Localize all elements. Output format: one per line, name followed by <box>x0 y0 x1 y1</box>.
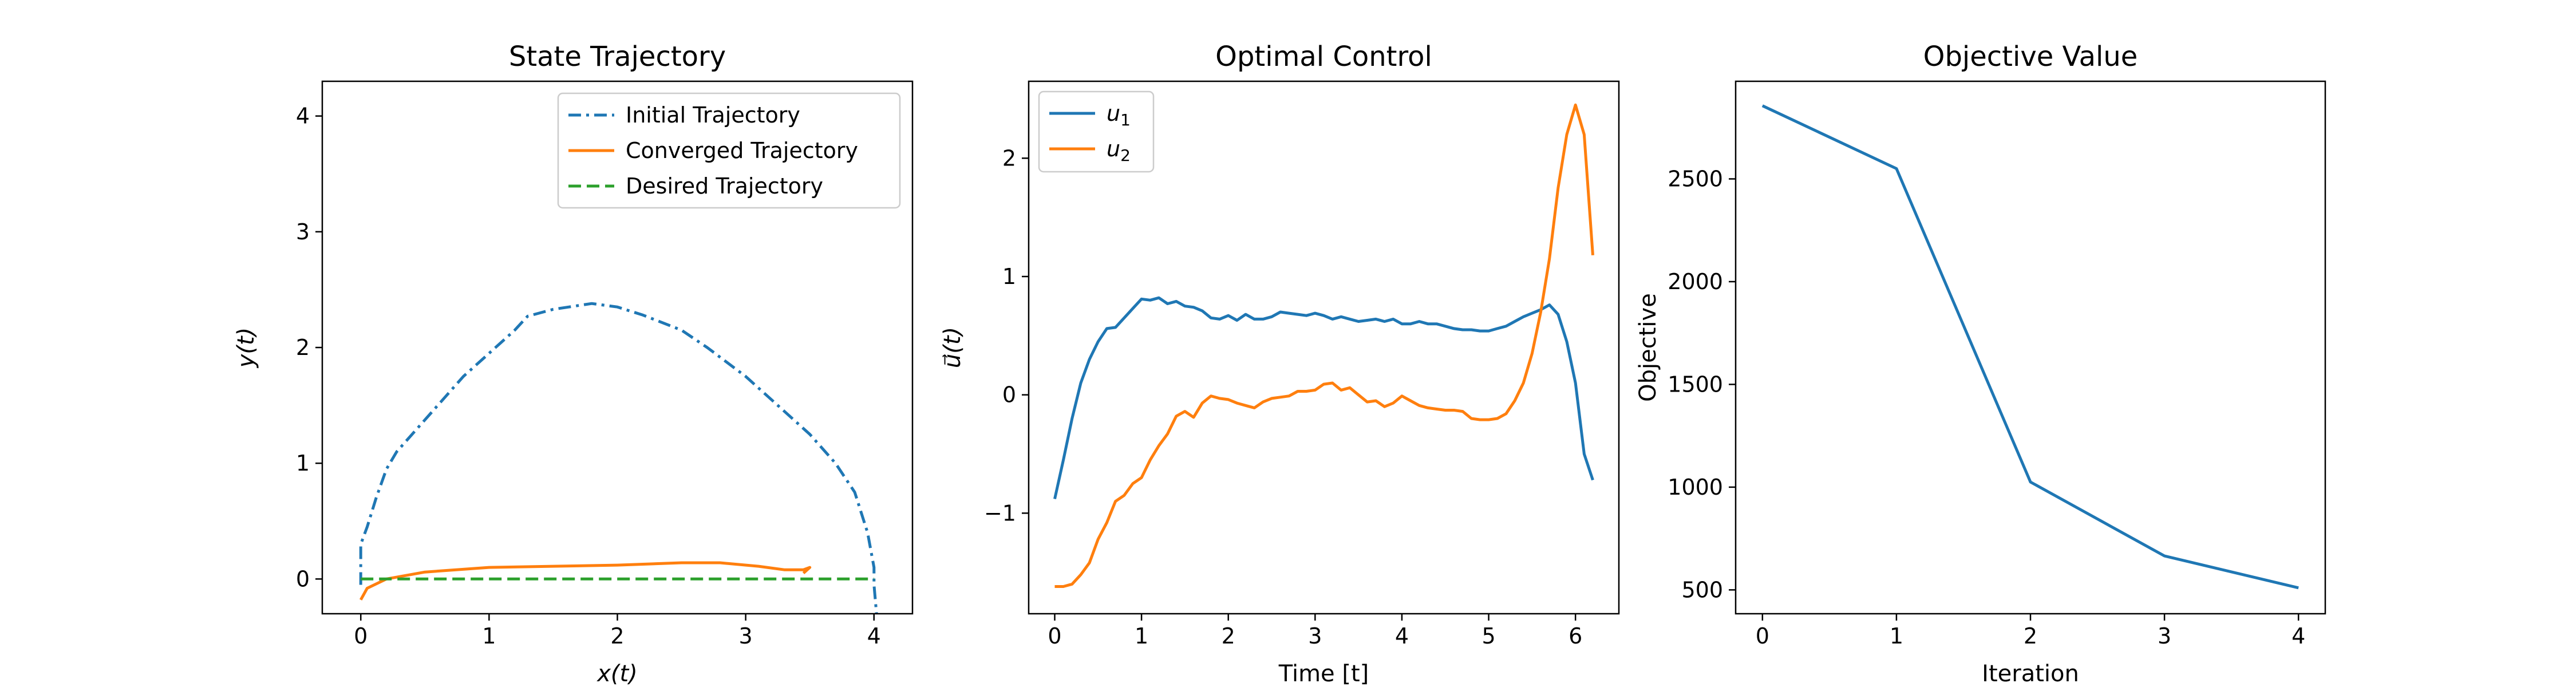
legend-entry-label: u1 <box>1107 101 1131 129</box>
x-tick-label: 6 <box>1568 623 1582 649</box>
series-line-1 <box>359 302 878 614</box>
plot-frame <box>321 80 914 615</box>
x-axis-label: x(t) <box>596 661 638 687</box>
series-lines <box>359 302 878 614</box>
legend-entry-label: Initial Trajectory <box>626 102 800 128</box>
y-tick-label: −1 <box>984 500 1016 526</box>
y-tick-label: 2 <box>1002 145 1016 171</box>
y-tick-label: 2 <box>296 335 310 360</box>
state-trajectory-panel: State Trajectory x(t) y(t) 0 1 2 3 4 0 1 2 3 4 In… <box>233 41 914 687</box>
legend-box <box>557 92 901 209</box>
x-tick-label: 0 <box>1048 623 1061 649</box>
series-line-1 <box>1053 296 1594 500</box>
series-line-2 <box>1054 103 1594 588</box>
legend-entry-label: Converged Trajectory <box>626 138 858 163</box>
x-tick-label: 4 <box>867 623 881 649</box>
x-tick-label: 3 <box>739 623 753 649</box>
x-tick-label: 0 <box>1756 623 1769 649</box>
y-tick-label: 2500 <box>1668 166 1723 191</box>
y-axis-label: u⃗(t) <box>939 327 966 368</box>
panel-title: Objective Value <box>1923 41 2138 73</box>
legend-entry-label: Desired Trajectory <box>626 173 823 199</box>
y-tick-label: 4 <box>296 104 310 129</box>
x-tick-label: 3 <box>1308 623 1322 649</box>
axis-ticks: 0 1 2 3 4 500 1000 1500 2000 2500 <box>1668 166 2305 649</box>
axis-ticks: 0 1 2 3 4 5 6 −1 0 1 2 <box>984 145 1582 649</box>
series-line-1 <box>1761 104 2299 590</box>
axis-ticks: 0 1 2 3 4 0 1 2 3 4 <box>296 104 881 649</box>
x-tick-label: 1 <box>1135 623 1148 649</box>
x-tick-label: 4 <box>1395 623 1409 649</box>
series-line-2 <box>359 561 812 601</box>
legend-box <box>1038 90 1155 173</box>
x-tick-label: 3 <box>2158 623 2171 649</box>
series-lines <box>1053 103 1594 588</box>
panel-title: Optimal Control <box>1215 41 1432 73</box>
y-tick-label: 1000 <box>1668 475 1723 500</box>
y-tick-label: 1 <box>296 451 310 476</box>
x-tick-label: 0 <box>354 623 368 649</box>
x-tick-label: 2 <box>1222 623 1235 649</box>
y-tick-label: 3 <box>296 219 310 244</box>
x-tick-label: 1 <box>482 623 496 649</box>
x-axis-label: Time [t] <box>1278 661 1369 687</box>
objective-value-panel: Objective Value Iteration Objective 0 1 2 3… <box>1635 41 2326 687</box>
plot-frame <box>1735 80 2326 615</box>
x-tick-label: 1 <box>1890 623 1903 649</box>
legend-entry-label: u2 <box>1107 136 1131 165</box>
y-tick-label: 0 <box>296 566 310 591</box>
x-tick-label: 4 <box>2291 623 2305 649</box>
series-lines <box>1761 104 2299 590</box>
plot-frame <box>1028 80 1620 615</box>
y-tick-label: 0 <box>1002 382 1016 408</box>
y-axis-label: Objective <box>1635 293 1661 402</box>
x-tick-label: 2 <box>610 623 624 649</box>
x-tick-label: 5 <box>1481 623 1495 649</box>
x-tick-label: 2 <box>2024 623 2037 649</box>
y-tick-label: 1500 <box>1668 372 1723 397</box>
y-tick-label: 2000 <box>1668 269 1723 294</box>
legend: Initial Trajectory Converged Trajectory De… <box>557 92 901 209</box>
y-tick-label: 1 <box>1002 264 1016 289</box>
panel-title: State Trajectory <box>509 41 726 73</box>
optimal-control-panel: Optimal Control Time [t] u⃗(t) 0 1 2 3 4 5 6 −1… <box>939 41 1620 687</box>
x-axis-label: Iteration <box>1982 661 2079 687</box>
y-axis-label: y(t) <box>233 327 259 369</box>
y-tick-label: 500 <box>1681 577 1723 602</box>
